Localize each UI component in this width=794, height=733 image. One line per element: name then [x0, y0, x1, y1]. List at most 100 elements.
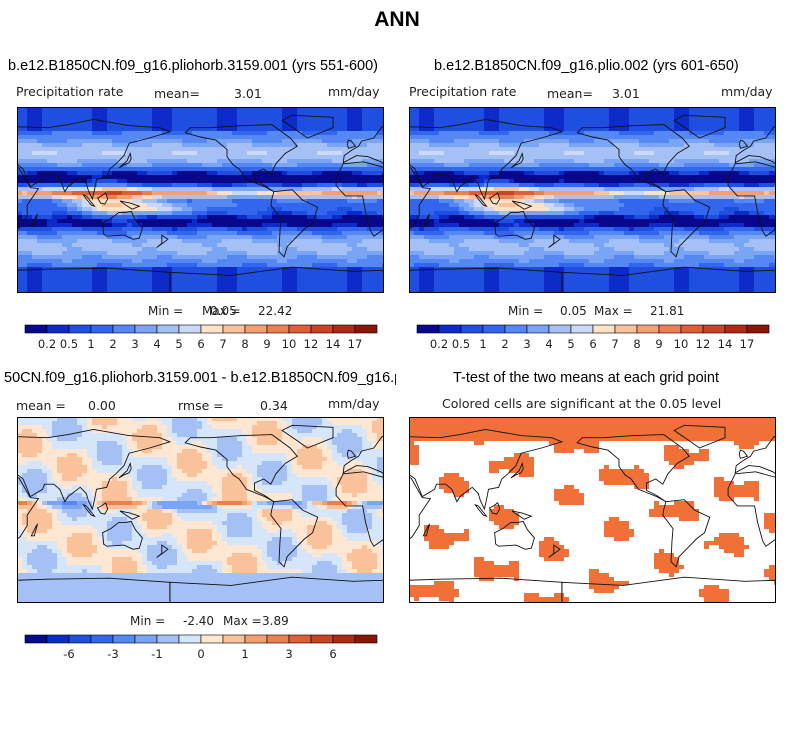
field-cell	[414, 131, 419, 135]
field-cell	[112, 187, 117, 191]
field-cell	[177, 243, 182, 247]
field-cell	[574, 179, 579, 183]
field-cell	[22, 199, 27, 203]
field-cell	[754, 135, 759, 139]
field-cell	[207, 215, 212, 219]
field-cell	[162, 259, 167, 263]
field-cell	[22, 247, 27, 251]
field-cell	[769, 143, 774, 147]
field-cell	[207, 279, 212, 283]
field-cell	[312, 167, 317, 171]
field-cell	[357, 243, 362, 247]
field-cell	[272, 239, 277, 243]
field-cell	[564, 167, 569, 171]
field-cell	[162, 231, 167, 235]
field-cell	[594, 167, 599, 171]
field-cell	[524, 147, 529, 151]
field-cell	[669, 155, 674, 159]
field-cell	[67, 151, 72, 155]
field-cell	[769, 179, 774, 183]
field-cell	[474, 167, 479, 171]
field-cell	[337, 283, 342, 287]
field-cell	[372, 123, 377, 127]
field-cell	[222, 267, 227, 271]
field-cell	[464, 107, 469, 111]
field-cell	[414, 183, 419, 187]
field-cell	[489, 167, 494, 171]
field-cell	[307, 199, 312, 203]
field-cell	[87, 199, 92, 203]
field-cell	[764, 143, 769, 147]
field-cell	[42, 135, 47, 139]
field-cell	[127, 219, 132, 223]
field-cell	[227, 219, 232, 223]
field-cell	[32, 251, 37, 255]
field-cell	[32, 155, 37, 159]
field-cell	[137, 271, 142, 275]
field-cell	[207, 283, 212, 287]
field-cell	[694, 167, 699, 171]
field-cell	[444, 119, 449, 123]
field-cell	[729, 171, 734, 175]
field-cell	[262, 175, 267, 179]
field-cell	[87, 207, 92, 211]
field-cell	[17, 111, 22, 115]
field-cell	[167, 255, 172, 259]
field-cell	[699, 115, 704, 119]
field-cell	[242, 107, 247, 111]
field-cell	[444, 151, 449, 155]
field-cell	[102, 231, 107, 235]
field-cell	[102, 175, 107, 179]
field-cell	[242, 115, 247, 119]
field-cell	[629, 175, 634, 179]
field-cell	[614, 123, 619, 127]
field-cell	[444, 171, 449, 175]
field-cell	[162, 199, 167, 203]
field-cell	[634, 111, 639, 115]
field-cell	[554, 147, 559, 151]
field-cell	[232, 143, 237, 147]
field-cell	[27, 151, 32, 155]
field-cell	[197, 147, 202, 151]
field-cell	[549, 115, 554, 119]
panel1-units: mm/day	[328, 84, 380, 99]
field-cell	[337, 235, 342, 239]
field-cell	[72, 155, 77, 159]
field-cell	[127, 267, 132, 271]
field-cell	[377, 235, 382, 239]
field-cell	[569, 171, 574, 175]
field-cell	[232, 235, 237, 239]
field-cell	[287, 159, 292, 163]
field-cell	[332, 127, 337, 131]
field-cell	[252, 195, 257, 199]
field-cell	[439, 119, 444, 123]
field-cell	[87, 183, 92, 187]
field-cell	[277, 183, 282, 187]
field-cell	[337, 247, 342, 251]
field-cell	[559, 127, 564, 131]
field-cell	[142, 195, 147, 199]
field-cell	[37, 159, 42, 163]
field-cell	[317, 239, 322, 243]
field-cell	[654, 127, 659, 131]
field-cell	[464, 111, 469, 115]
field-cell	[352, 271, 357, 275]
field-cell	[624, 131, 629, 135]
field-cell	[67, 215, 72, 219]
field-cell	[287, 203, 292, 207]
field-cell	[719, 123, 724, 127]
field-cell	[87, 119, 92, 123]
field-cell	[754, 175, 759, 179]
field-cell	[419, 107, 424, 111]
field-cell	[227, 179, 232, 183]
field-cell	[112, 107, 117, 111]
field-cell	[152, 147, 157, 151]
field-cell	[352, 119, 357, 123]
field-cell	[409, 139, 414, 143]
field-cell	[327, 279, 332, 283]
field-cell	[242, 191, 247, 195]
field-cell	[182, 263, 187, 267]
field-cell	[222, 251, 227, 255]
field-cell	[257, 211, 262, 215]
field-cell	[222, 127, 227, 131]
